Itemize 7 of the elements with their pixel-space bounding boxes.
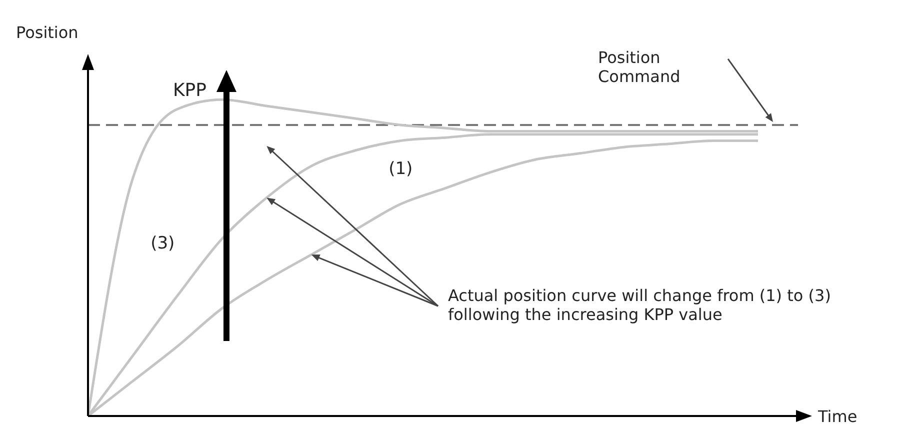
annotation: Actual position curve will change from (1) to (3) following the increasing KPP value xyxy=(448,286,832,324)
y-axis-title: Position xyxy=(16,23,78,42)
annotation: KPP xyxy=(172,80,207,101)
ref-line-label: Position Command xyxy=(598,48,680,86)
series-label: (3) xyxy=(150,234,175,254)
series-label: (1) xyxy=(388,159,413,180)
x-axis-title: Time xyxy=(817,407,858,426)
